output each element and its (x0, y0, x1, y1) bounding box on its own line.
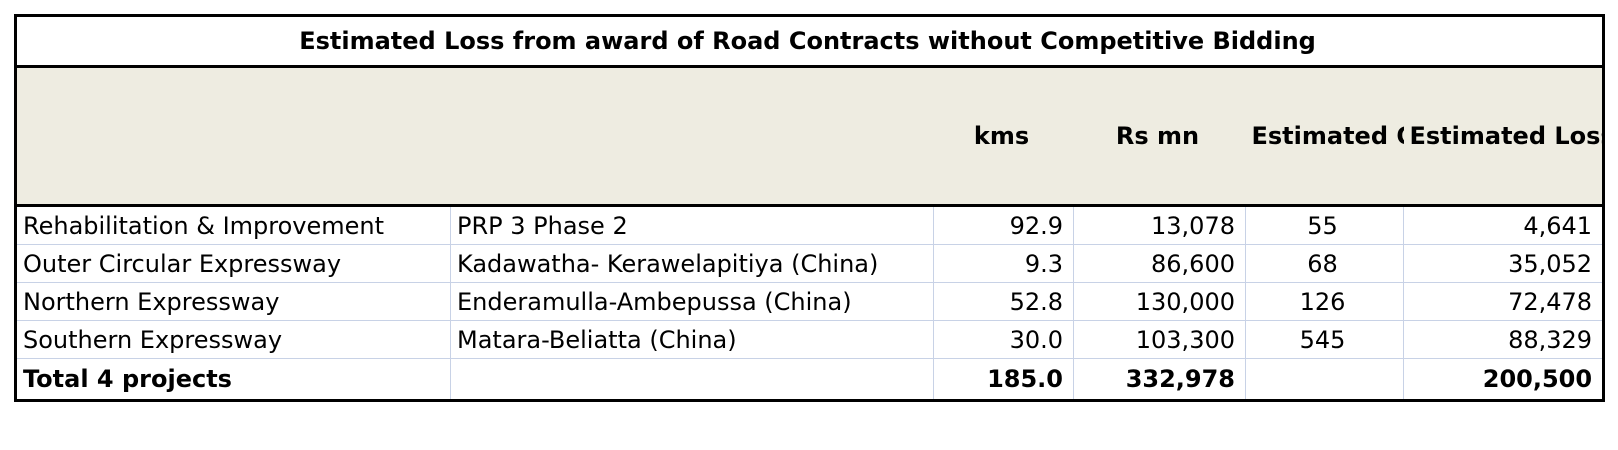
row-rs-mn: 130,000 (1073, 282, 1246, 321)
row-category: Northern Expressway (15, 282, 451, 321)
total-label: Total 4 projects (15, 358, 451, 401)
total-kms: 185.0 (933, 358, 1074, 401)
header-rs-mn: Rs mn (1073, 66, 1246, 207)
header-loss: Estimated Loss Rs bn (1403, 66, 1604, 207)
row-category: Outer Circular Expressway (15, 244, 451, 283)
row-project: Kadawatha- Kerawelapitiya (China) (450, 244, 934, 283)
total-overpricing (1245, 358, 1404, 401)
table-row: Southern Expressway Matara-Beliatta (Chi… (15, 320, 1604, 359)
row-category: Rehabilitation & Improvement (15, 205, 451, 245)
row-loss: 88,329 (1403, 320, 1604, 359)
total-loss: 200,500 (1482, 365, 1593, 393)
loss-table: Estimated Loss from award of Road Contra… (14, 14, 1606, 402)
row-kms: 9.3 (933, 244, 1074, 283)
title-row: Estimated Loss from award of Road Contra… (15, 15, 1604, 68)
row-loss: 35,052 (1403, 244, 1604, 283)
total-row: Total 4 projects 185.0 332,978 200,500 (15, 358, 1604, 401)
total-project (450, 358, 934, 401)
table-row: Outer Circular Expressway Kadawatha- Ker… (15, 244, 1604, 283)
row-loss: 72,478 (1403, 282, 1604, 321)
table-row: Northern Expressway Enderamulla-Ambepuss… (15, 282, 1604, 321)
row-rs-mn: 103,300 (1073, 320, 1246, 359)
header-overpricing: Estimated Over pricing % (1245, 66, 1404, 207)
row-project: PRP 3 Phase 2 (450, 205, 934, 245)
row-project: Matara-Beliatta (China) (450, 320, 934, 359)
header-project (450, 66, 934, 207)
row-overpricing: 55 (1245, 205, 1404, 245)
row-rs-mn: 13,078 (1073, 205, 1246, 245)
row-kms: 30.0 (933, 320, 1074, 359)
table-container: Estimated Loss from award of Road Contra… (14, 14, 1606, 402)
row-kms: 52.8 (933, 282, 1074, 321)
row-category: Southern Expressway (15, 320, 451, 359)
table-title: Estimated Loss from award of Road Contra… (15, 15, 1604, 68)
header-row: kms Rs mn Estimated Over pricing % Estim… (15, 66, 1604, 207)
header-category (15, 66, 451, 207)
header-kms: kms (933, 66, 1074, 207)
total-rs-mn: 332,978 (1073, 358, 1246, 401)
row-overpricing: 68 (1245, 244, 1404, 283)
row-overpricing: 545 (1245, 320, 1404, 359)
row-kms: 92.9 (933, 205, 1074, 245)
table-row: Rehabilitation & Improvement PRP 3 Phase… (15, 205, 1604, 245)
row-overpricing: 126 (1245, 282, 1404, 321)
row-loss: 4,641 (1403, 205, 1604, 245)
row-rs-mn: 86,600 (1073, 244, 1246, 283)
row-project: Enderamulla-Ambepussa (China) (450, 282, 934, 321)
